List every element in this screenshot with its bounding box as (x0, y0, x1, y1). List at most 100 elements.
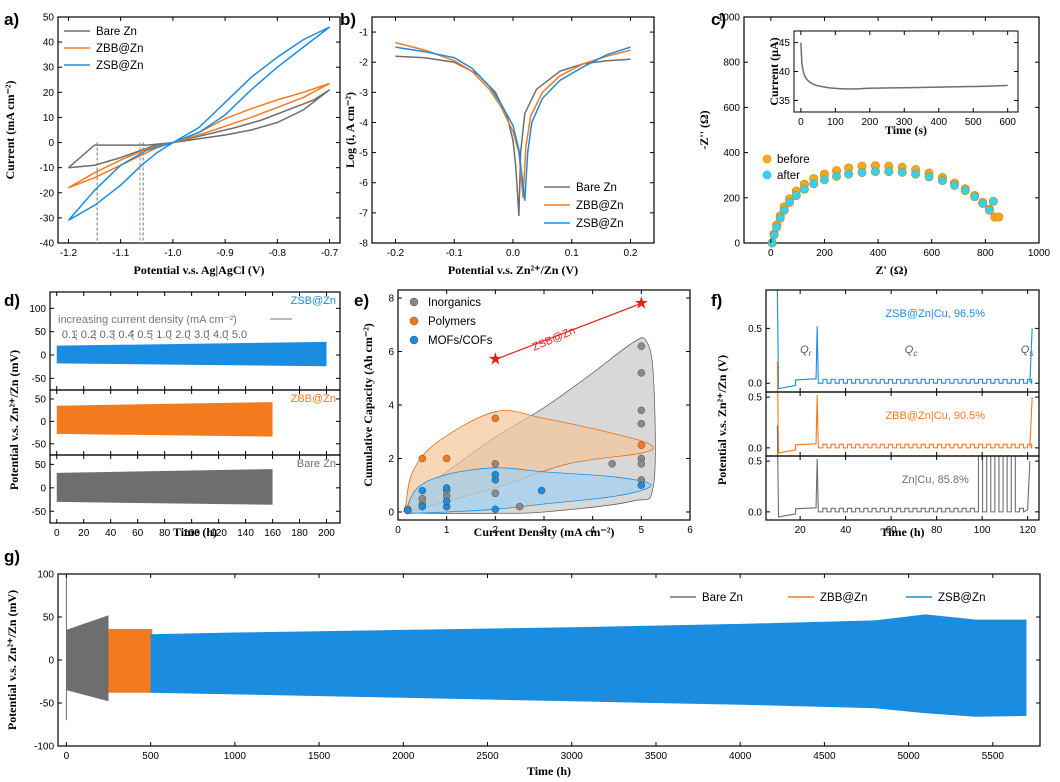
panel-label: d) (4, 291, 20, 310)
voltage-band (56, 469, 273, 505)
panel-label: g) (4, 547, 20, 566)
cycle-line (776, 425, 1031, 518)
x-tick-label: -0.8 (269, 248, 287, 259)
density-label: 0.4 (119, 329, 134, 341)
y-tick-label: -50 (32, 439, 47, 450)
x-tick-label: 120 (1019, 525, 1036, 536)
y-tick-label: 45 (779, 38, 791, 49)
x-axis-title: Time (h) (880, 525, 924, 539)
legend-marker (409, 316, 419, 326)
x-tick-label: 600 (999, 117, 1016, 128)
y-tick-label: 2 (388, 454, 394, 465)
y-tick-label: -50 (32, 374, 47, 385)
density-label: 2.0 (175, 329, 190, 341)
series-line (67, 89, 331, 169)
y-tick-label: 50 (35, 460, 47, 471)
x-tick-label: 100 (827, 117, 844, 128)
y-tick-label: 30 (43, 63, 55, 74)
y-tick-label: 40 (43, 38, 55, 49)
x-tick-label: 1500 (308, 751, 331, 762)
voltage-band (150, 614, 1027, 717)
x-tick-label: 0.0 (506, 248, 520, 259)
inset-y-title: Current (µA) (767, 37, 781, 105)
y-axis-title: Log (i, A cm⁻²) (343, 92, 357, 168)
x-tick-label: 40 (105, 528, 117, 539)
panel-label: c) (711, 10, 726, 29)
data-point (819, 175, 829, 185)
x-tick-label: 4500 (813, 751, 836, 762)
data-point (994, 212, 1004, 222)
x-tick-label: 100 (183, 528, 200, 539)
annotation: increasing current density (mA cm⁻²) (58, 314, 237, 326)
x-tick-label: 1000 (224, 751, 247, 762)
y-tick-label: 0 (40, 417, 46, 428)
subplot-frame (49, 454, 341, 524)
x-tick-label: 300 (896, 117, 913, 128)
x-tick-label: 0.2 (624, 248, 638, 259)
y-tick-label: -4 (359, 118, 368, 129)
series-label: ZSB@Zn (291, 295, 336, 307)
data-point (970, 192, 980, 202)
y-tick-label: 0.5 (748, 457, 762, 468)
x-tick-label: 800 (977, 248, 994, 259)
y-tick-label: 0 (48, 138, 54, 149)
x-tick-label: -1.0 (164, 248, 182, 259)
inset-line (800, 42, 1008, 90)
x-axis-title: Potential v.s. Zn²⁺/Zn (V) (448, 263, 578, 277)
subplot-frame (765, 289, 1040, 393)
x-tick-label: 500 (142, 751, 159, 762)
q-subscript: r (809, 349, 812, 358)
data-point (491, 505, 500, 514)
panel-label: b) (340, 10, 356, 29)
y-tick-label: -3 (359, 88, 368, 99)
x-tick-label: 400 (930, 117, 947, 128)
y-tick-label: -5 (359, 148, 368, 159)
data-point (984, 205, 994, 215)
data-point (857, 167, 867, 177)
data-point (978, 198, 988, 208)
y-tick-label: 100 (29, 304, 46, 315)
legend-marker (762, 154, 772, 164)
legend-label: Bare Zn (702, 592, 743, 604)
y-tick-label: 0.5 (748, 324, 762, 335)
x-tick-label: 0 (395, 525, 401, 536)
y-tick-label: -1 (359, 28, 368, 39)
voltage-band (56, 402, 273, 437)
data-point (897, 167, 907, 177)
data-point (608, 460, 616, 468)
x-axis-title: Current Density (mA cm⁻²) (474, 525, 615, 539)
inset-x-title: Time (s) (885, 123, 927, 137)
data-point (537, 486, 546, 495)
x-axis-title: Time (h) (173, 525, 217, 539)
data-point (515, 502, 524, 511)
y-tick-label: 1000 (718, 13, 741, 24)
x-tick-label: 200 (861, 117, 878, 128)
y-tick-label: 400 (723, 148, 740, 159)
data-point (924, 172, 934, 182)
series-label: ZBB@Zn (291, 393, 336, 405)
data-point (785, 197, 795, 207)
x-tick-label: 2 (493, 525, 499, 536)
density-label: 4.0 (213, 329, 228, 341)
y-tick-label: 0.5 (748, 393, 762, 404)
inset-frame (793, 30, 1019, 113)
data-point (418, 502, 427, 511)
data-point (637, 406, 646, 415)
legend-marker (409, 335, 419, 345)
data-point (637, 342, 646, 350)
data-point (884, 167, 894, 177)
series-label: Bare Zn (297, 458, 336, 470)
y-tick-label: 8 (388, 294, 394, 305)
y-tick-label: -50 (32, 507, 47, 518)
data-point (637, 460, 646, 468)
legend-marker (762, 170, 772, 180)
voltage-band (66, 615, 109, 702)
voltage-band (56, 341, 327, 367)
legend-label: ZBB@Zn (576, 200, 623, 212)
x-tick-label: 100 (974, 525, 991, 536)
q-subscript: s (1029, 349, 1033, 358)
data-point (418, 454, 427, 463)
data-point (491, 460, 500, 468)
y-tick-label: 0 (48, 656, 54, 667)
